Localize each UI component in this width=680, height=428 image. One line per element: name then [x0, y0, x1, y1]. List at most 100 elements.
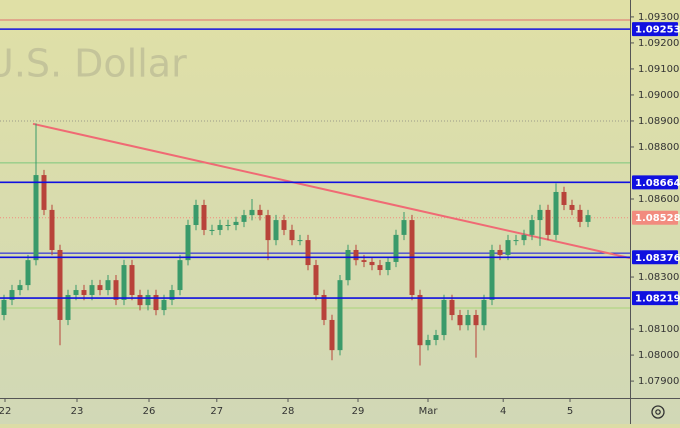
candle-body	[377, 265, 383, 271]
candle-body	[193, 204, 199, 226]
last-price-label: 1.08528	[635, 213, 680, 224]
level-label: 1.08376	[635, 253, 680, 264]
y-tick-label: 1.08100	[638, 324, 679, 335]
candle-body	[225, 225, 231, 227]
x-tick-label: 5	[567, 406, 573, 417]
candle-body	[385, 261, 391, 271]
candle-body	[89, 285, 95, 295]
candle-body	[313, 265, 319, 295]
level-label-box	[632, 175, 678, 190]
candle-body	[281, 220, 287, 230]
level-label: 1.09253	[635, 25, 680, 36]
y-tick-label: 1.09100	[638, 64, 679, 75]
candle-body	[457, 315, 463, 326]
x-tick-label: 23	[71, 406, 84, 417]
candle-body	[97, 285, 103, 291]
candle-body	[337, 280, 343, 351]
settings-icon[interactable]	[651, 405, 665, 419]
candle-body	[321, 294, 327, 320]
candle-body	[401, 220, 407, 235]
candle-body	[473, 315, 479, 326]
candle-body	[505, 240, 511, 255]
candle-body	[201, 204, 207, 230]
candle-body	[137, 294, 143, 306]
y-tick-label: 1.08800	[638, 142, 679, 153]
candle-body	[185, 225, 191, 261]
x-tick-label: 29	[352, 406, 365, 417]
candle-body	[537, 209, 543, 221]
gear-outer	[651, 405, 665, 419]
candle-body	[113, 280, 119, 300]
candle-body	[121, 265, 127, 300]
candle-body	[209, 229, 215, 231]
y-tick-label: 1.08600	[638, 194, 679, 205]
candle-body	[33, 175, 39, 261]
candle-body	[569, 204, 575, 210]
candle-body	[289, 229, 295, 241]
level-label: 1.08664	[635, 178, 680, 189]
candle-body	[9, 290, 15, 300]
y-tick-label: 1.08000	[638, 350, 679, 361]
candle-body	[129, 265, 135, 295]
x-tick-label: 27	[210, 406, 223, 417]
candle-body	[577, 209, 583, 222]
candle-body	[529, 220, 535, 235]
candle-body	[233, 221, 239, 226]
level-label-box	[632, 291, 678, 306]
candle-body	[273, 220, 279, 241]
trendline	[32, 122, 631, 260]
candle-body	[433, 335, 439, 340]
candle-body	[489, 249, 495, 300]
candle-body	[481, 299, 487, 326]
candle-body	[465, 315, 471, 326]
candle-body	[65, 294, 71, 320]
x-tick-label: 28	[282, 406, 295, 417]
y-tick-label: 1.07900	[638, 376, 679, 387]
candle-body	[17, 285, 23, 291]
candle-body	[425, 339, 431, 346]
candle-body	[105, 280, 111, 291]
y-tick-label: 1.08900	[638, 116, 679, 127]
candle-body	[345, 249, 351, 281]
candle-body	[145, 294, 151, 306]
level-label: 1.08219	[635, 294, 680, 305]
watermark: U.S. Dollar	[0, 42, 187, 86]
candle-body	[257, 209, 263, 216]
candle-body	[81, 290, 87, 295]
y-tick-label: 1.09000	[638, 90, 679, 101]
candle-body	[553, 191, 559, 235]
candle-body	[393, 234, 399, 262]
candle-body	[41, 175, 47, 210]
candle-body	[369, 261, 375, 266]
candle-body	[1, 299, 7, 316]
candle-body	[417, 294, 423, 346]
candle-body	[353, 249, 359, 261]
y-tick-label: 1.09200	[638, 38, 679, 49]
candle-body	[561, 191, 567, 205]
candle-body	[73, 290, 79, 295]
candle-body	[361, 260, 367, 262]
level-label-box	[632, 250, 678, 265]
candle-body	[161, 299, 167, 311]
candle-body	[449, 299, 455, 316]
candle-body	[57, 249, 63, 320]
candle-body	[153, 294, 159, 311]
gear-inner	[655, 409, 661, 415]
candle-body	[297, 240, 303, 242]
candle-body	[329, 319, 335, 351]
last-price-box	[632, 210, 678, 225]
y-tick-label: 1.09300	[638, 12, 679, 23]
x-tick-label: 4	[500, 406, 506, 417]
candle-body	[249, 209, 255, 216]
candle-body	[265, 215, 271, 241]
candle-body	[497, 249, 503, 255]
candle-body	[513, 240, 519, 242]
x-tick-label: Mar	[419, 406, 439, 417]
candle-body	[217, 225, 223, 230]
candle-body	[241, 215, 247, 222]
level-label-box	[632, 22, 678, 37]
candle-body	[521, 234, 527, 241]
y-tick-label: 1.08300	[638, 272, 679, 283]
candle-body	[25, 260, 31, 286]
